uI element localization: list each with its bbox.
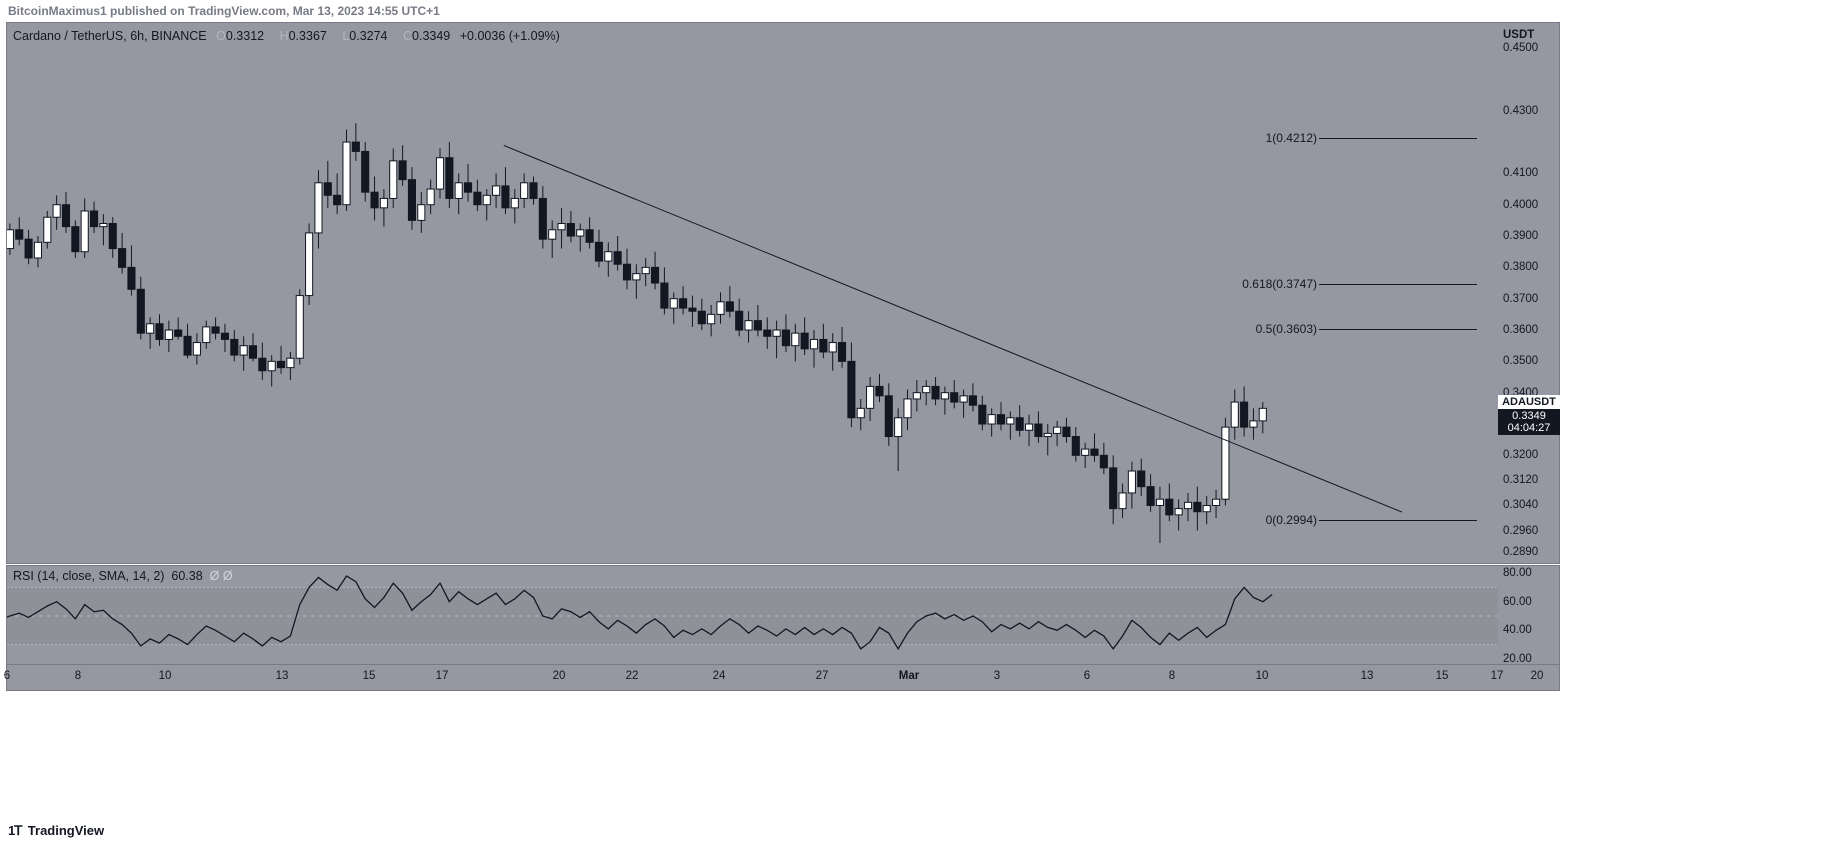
fib-label: 0.618(0.3747) (1242, 277, 1317, 291)
price-tick: 0.3120 (1503, 474, 1538, 486)
time-tick: 10 (159, 670, 172, 682)
time-tick: 24 (713, 670, 726, 682)
time-tick: 17 (436, 670, 449, 682)
time-tick: 8 (75, 670, 81, 682)
rsi-tick: 40.00 (1503, 624, 1532, 636)
publish-header: BitcoinMaximus1 published on TradingView… (0, 0, 1834, 22)
rsi-label: RSI (14, close, SMA, 14, 2) (13, 569, 164, 583)
price-tick: 0.4100 (1503, 167, 1538, 179)
price-axis[interactable]: USDT 0.4500 0.4300 0.4100 0.4000 0.3900 0.380… (1498, 22, 1560, 564)
rsi-value: 60.38 (171, 569, 202, 583)
fib-label: 0(0.2994) (1266, 513, 1317, 527)
price-tick: 0.3700 (1503, 293, 1538, 305)
fib-line[interactable] (1319, 284, 1477, 285)
time-tick: 22 (626, 670, 639, 682)
fib-line[interactable] (1319, 138, 1477, 139)
fib-line[interactable] (1319, 520, 1477, 521)
time-tick: 6 (4, 670, 10, 682)
time-tick: 15 (1436, 670, 1449, 682)
rsi-legend: RSI (14, close, SMA, 14, 2) 60.38 Ø Ø (13, 569, 233, 583)
fib-label: 0.5(0.3603) (1256, 322, 1317, 336)
price-tick: 0.3800 (1503, 261, 1538, 273)
publish-date: Mar 13, 2023 14:55 UTC+1 (293, 4, 440, 18)
price-tick: 0.3500 (1503, 355, 1538, 367)
footer-brand: 1𝖳 TradingView (8, 823, 104, 839)
rsi-tick: 80.00 (1503, 567, 1532, 579)
time-tick: 20 (553, 670, 566, 682)
price-tick: 0.2890 (1503, 546, 1538, 558)
time-axis[interactable]: 6 8 10 13 15 17 20 22 24 27 Mar 3 6 8 10 13 15 17 20 (6, 665, 1560, 691)
time-tick: 8 (1169, 670, 1175, 682)
price-tick: 0.3040 (1503, 499, 1538, 511)
time-tick: 6 (1084, 670, 1090, 682)
time-tick: 13 (1361, 670, 1374, 682)
site: TradingView.com (188, 4, 286, 18)
time-tick: 13 (276, 670, 289, 682)
time-tick: 10 (1256, 670, 1269, 682)
time-tick: 15 (363, 670, 376, 682)
price-tick: 0.4500 (1503, 42, 1538, 54)
rsi-tick: 20.00 (1503, 653, 1532, 665)
publisher: BitcoinMaximus1 (8, 4, 107, 18)
price-tick: 0.3200 (1503, 449, 1538, 461)
rsi-extra: Ø Ø (210, 569, 233, 583)
rsi-tick: 60.00 (1503, 596, 1532, 608)
chart-area: Cardano / TetherUS, 6h, BINANCE O0.3312 … (0, 22, 1834, 692)
price-tick: 0.3900 (1503, 230, 1538, 242)
current-price-label: 0.334904:04:27 (1498, 409, 1560, 435)
price-unit: USDT (1503, 29, 1534, 41)
published-on: published on (110, 4, 185, 18)
fib-line[interactable] (1319, 329, 1477, 330)
price-tick: 0.2960 (1503, 525, 1538, 537)
tv-brand: TradingView (28, 823, 104, 838)
time-tick: 17 (1491, 670, 1504, 682)
price-plot[interactable]: Cardano / TetherUS, 6h, BINANCE O0.3312 … (6, 22, 1498, 564)
rsi-axis[interactable]: 80.00 60.00 40.00 20.00 (1498, 565, 1560, 665)
rsi-plot[interactable]: RSI (14, close, SMA, 14, 2) 60.38 Ø Ø (6, 565, 1498, 665)
time-tick: 27 (816, 670, 829, 682)
time-tick: 20 (1531, 670, 1544, 682)
tv-logo-icon: 1𝖳 (8, 823, 21, 838)
price-tick: 0.3600 (1503, 324, 1538, 336)
fib-label: 1(0.4212) (1266, 131, 1317, 145)
price-tick: 0.4300 (1503, 105, 1538, 117)
current-pair-label: ADAUSDT (1498, 395, 1560, 409)
time-tick: 3 (994, 670, 1000, 682)
price-tick: 0.4000 (1503, 199, 1538, 211)
time-tick: Mar (899, 670, 919, 682)
